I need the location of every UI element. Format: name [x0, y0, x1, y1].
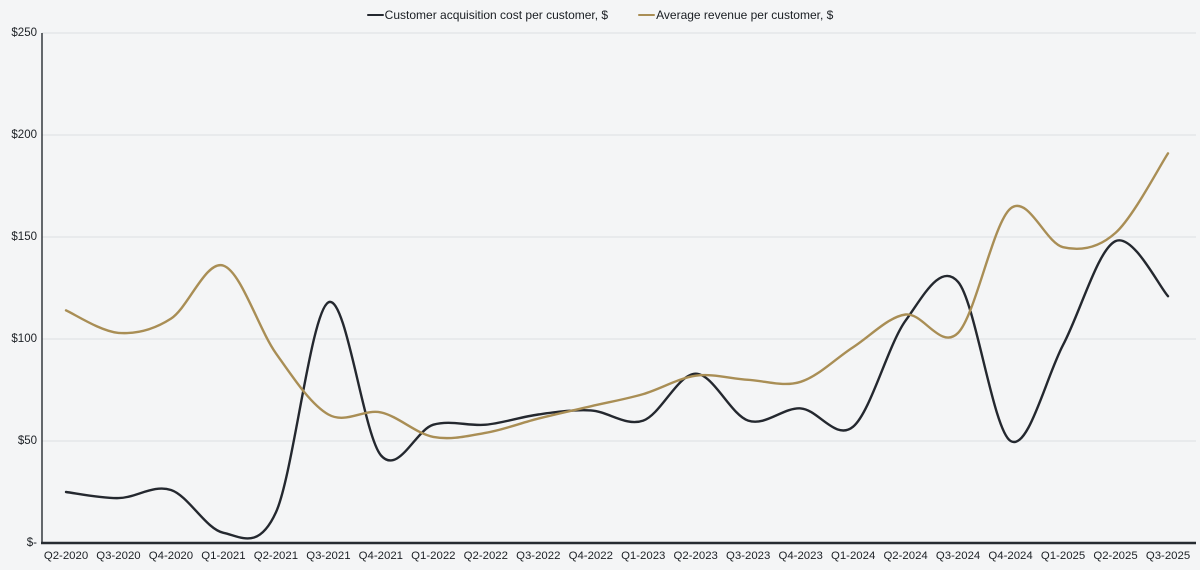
x-tick-label: Q2-2024 [883, 550, 928, 562]
x-tick-label: Q1-2021 [201, 550, 246, 562]
y-tick-label: $- [26, 537, 37, 549]
legend-item-revenue: Average revenue per customer, $ [638, 7, 833, 23]
x-tick-label: Q3-2025 [1145, 550, 1191, 562]
y-tick-label: $100 [11, 333, 37, 345]
y-tick-label: $150 [11, 231, 37, 243]
chart-legend: Customer acquisition cost per customer, … [0, 7, 1200, 23]
legend-item-cac: Customer acquisition cost per customer, … [366, 7, 609, 23]
x-tick-label: Q2-2022 [463, 550, 508, 562]
x-tick-label: Q3-2022 [516, 550, 561, 562]
revenue-series-line [64, 152, 1170, 440]
x-tick-label: Q1-2023 [621, 550, 666, 562]
x-tick-label: Q2-2021 [253, 550, 299, 562]
x-tick-label: Q3-2023 [726, 550, 771, 562]
x-tick-label: Q1-2025 [1040, 550, 1086, 562]
y-tick-label: $250 [11, 27, 37, 39]
legend-label-cac: Customer acquisition cost per customer, … [384, 8, 609, 22]
x-tick-label: Q4-2022 [568, 550, 613, 562]
x-tick-label: Q2-2025 [1093, 550, 1138, 562]
x-tick-label: Q4-2024 [988, 550, 1033, 562]
x-tick-label: Q2-2020 [43, 550, 89, 562]
legend-label-revenue: Average revenue per customer, $ [656, 8, 834, 22]
x-tick-label: Q4-2020 [148, 550, 194, 562]
x-tick-label: Q1-2024 [830, 550, 876, 562]
y-tick-label: $200 [11, 129, 37, 141]
x-tick-label: Q2-2023 [673, 550, 718, 562]
cac-line-swatch [366, 13, 384, 17]
revenue-line-swatch [638, 13, 656, 17]
y-tick-label: $50 [17, 435, 37, 447]
x-tick-label: Q3-2020 [96, 550, 141, 562]
x-tick-label: Q3-2021 [306, 550, 351, 562]
x-tick-label: Q3-2024 [935, 550, 981, 562]
x-tick-label: Q4-2023 [778, 550, 823, 562]
cac-series-line [64, 239, 1170, 540]
x-tick-label: Q4-2021 [358, 550, 403, 562]
x-tick-label: Q1-2022 [411, 550, 456, 562]
